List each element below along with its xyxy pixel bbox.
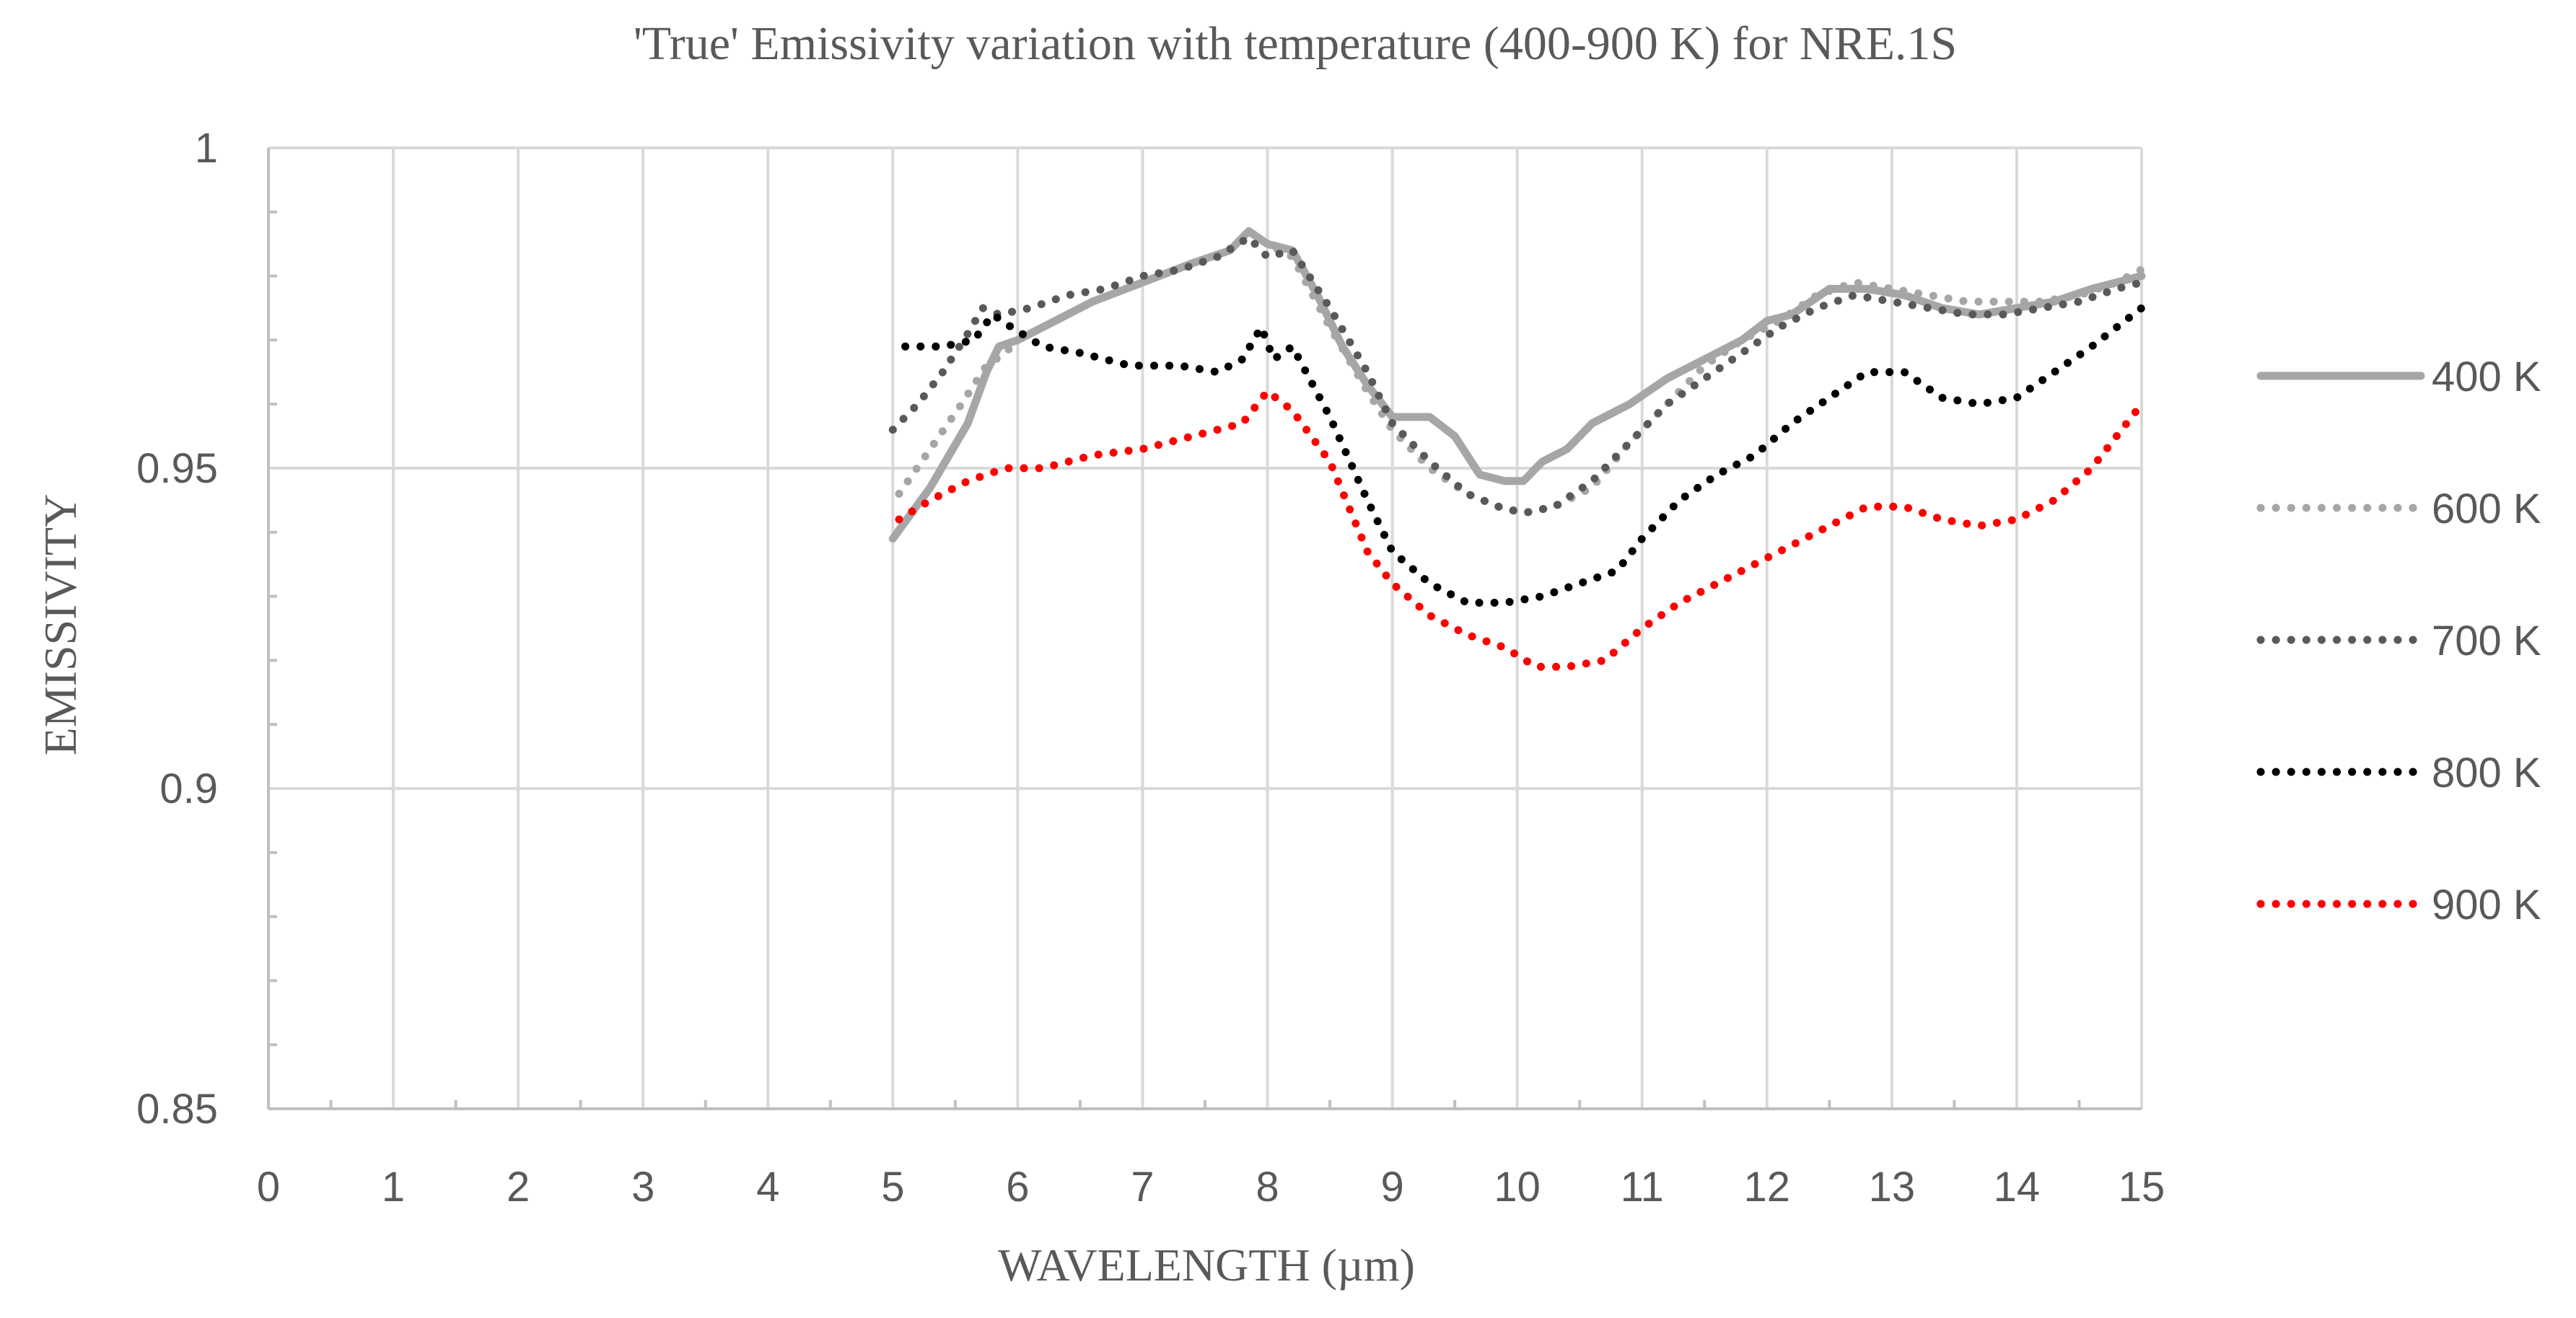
- series-line-900-k: [895, 387, 2146, 671]
- y-tick-label: 0.85: [136, 1086, 218, 1133]
- x-tick-label: 5: [881, 1164, 904, 1211]
- y-tick-label: 0.95: [136, 445, 218, 492]
- legend-item-900-k: 900 K: [2256, 882, 2541, 928]
- series-line-800-k: [901, 304, 2146, 607]
- legend-item-800-k: 800 K: [2256, 750, 2541, 796]
- y-axis-label: EMISSIVITY: [35, 494, 86, 756]
- series-lines: [888, 227, 2146, 671]
- x-tick-label: 14: [1994, 1164, 2041, 1211]
- series-line-400-k: [888, 227, 2146, 543]
- y-tick-labels: 0.85 0.9 0.95 1: [136, 125, 218, 1133]
- x-tick-label: 9: [1380, 1164, 1403, 1211]
- series-line-700-k: [888, 233, 2146, 517]
- legend-item-700-k: 700 K: [2256, 618, 2541, 664]
- legend-item-600-k: 600 K: [2256, 486, 2541, 532]
- x-tick-label: 4: [756, 1164, 779, 1211]
- legend-label: 600 K: [2432, 486, 2541, 532]
- legend-item-400-k: 400 K: [2256, 353, 2541, 400]
- x-tick-labels: 0 1 2 3 4 5 6 7 8 9 10 11 12 13 14 15: [257, 1164, 2165, 1211]
- x-tick-label: 2: [507, 1164, 530, 1211]
- x-tick-label: 12: [1744, 1164, 1791, 1211]
- x-tick-label: 11: [1621, 1164, 1664, 1211]
- axes: [267, 148, 2142, 1110]
- series-line-600-k: [895, 227, 2146, 517]
- legend: 400 K 600 K 700 K 800 K 900 K: [2256, 353, 2541, 928]
- gridlines: [268, 146, 2143, 1109]
- x-tick-label: 1: [382, 1164, 405, 1211]
- x-tick-label: 6: [1006, 1164, 1029, 1211]
- legend-label: 800 K: [2432, 750, 2541, 796]
- x-tick-label: 13: [1869, 1164, 1916, 1211]
- legend-label: 700 K: [2432, 618, 2541, 664]
- legend-label: 900 K: [2432, 882, 2541, 928]
- x-tick-label: 10: [1494, 1164, 1541, 1211]
- y-tick-label: 1: [195, 125, 218, 172]
- y-tick-label: 0.9: [159, 765, 218, 812]
- x-tick-label: 3: [631, 1164, 654, 1211]
- x-tick-label: 7: [1131, 1164, 1154, 1211]
- x-tick-label: 0: [257, 1164, 280, 1211]
- chart-title: 'True' Emissivity variation with tempera…: [634, 17, 1957, 70]
- legend-label: 400 K: [2432, 353, 2541, 400]
- x-axis-label: WAVELENGTH (µm): [998, 1239, 1415, 1291]
- x-tick-label: 8: [1256, 1164, 1279, 1211]
- x-tick-label: 15: [2119, 1164, 2165, 1211]
